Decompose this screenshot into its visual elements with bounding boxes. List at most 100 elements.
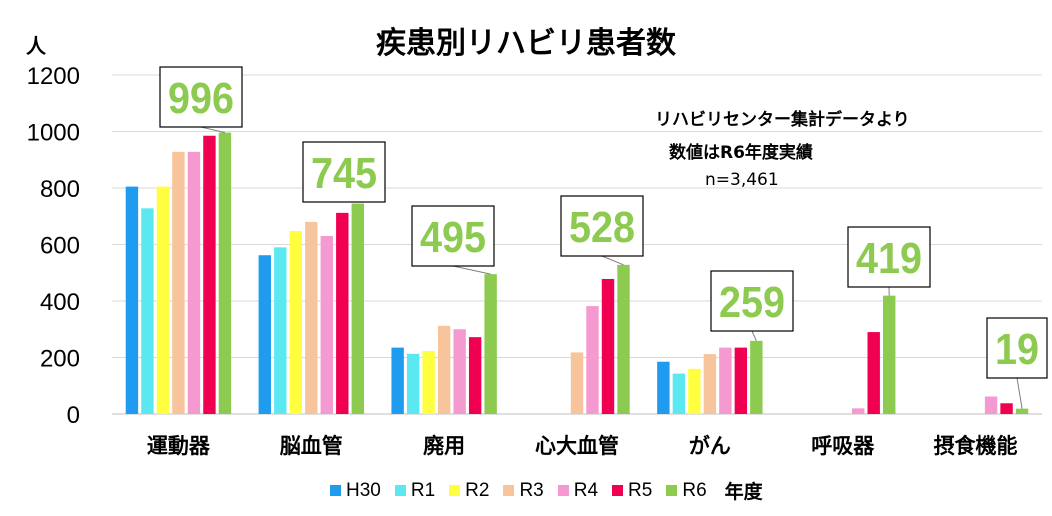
bar-R4-4	[719, 347, 732, 414]
callout-box	[159, 66, 243, 128]
legend-label: R3	[519, 479, 544, 501]
bar-H30-4	[657, 361, 670, 414]
legend-item: R3	[503, 479, 544, 502]
legend-item: R1	[394, 479, 436, 502]
callout-box	[986, 317, 1048, 379]
callout-leader	[452, 265, 491, 275]
callout-box	[560, 195, 644, 257]
bar-R5-2	[468, 337, 482, 414]
x-category-label: 運動器	[147, 434, 211, 458]
bar-R6-5	[883, 295, 896, 414]
bar-R4-2	[453, 329, 466, 414]
y-tick-label: 1000	[27, 120, 80, 147]
bar-R3-2	[437, 325, 451, 414]
bar-R1-2	[406, 353, 420, 414]
bar-R4-5	[852, 408, 865, 414]
legend-swatch	[557, 485, 569, 496]
annotation-n: n=3,461	[705, 170, 779, 190]
y-tick-label: 1200	[27, 63, 80, 90]
x-category-label: 心大血管	[535, 434, 619, 458]
bar-R5-4	[734, 347, 748, 414]
bar-R6-3	[617, 264, 630, 414]
callout-value: 419	[856, 234, 922, 283]
x-category-label: 廃用	[423, 434, 465, 458]
legend-swatch	[449, 485, 461, 496]
bar-R6-6	[1015, 408, 1029, 414]
bar-R2-1	[289, 230, 302, 414]
legend-label: R4	[573, 479, 599, 501]
legend-swatch	[612, 485, 624, 496]
bar-R5-3	[601, 278, 615, 414]
bar-R5-1	[336, 212, 349, 414]
bar-R5-5	[867, 332, 880, 414]
callout-value: 528	[569, 203, 635, 252]
x-category-label: 呼吸器	[811, 434, 875, 458]
legend-label: R5	[628, 479, 653, 501]
y-tick-label: 200	[40, 346, 80, 373]
callout-box	[847, 226, 931, 288]
bar-R6-2	[484, 274, 497, 414]
legend-swatch	[394, 485, 406, 496]
legend-label: R1	[410, 479, 436, 501]
callout-box	[411, 205, 495, 267]
bar-R1-4	[672, 373, 686, 414]
bar-R6-0	[218, 132, 232, 414]
bar-R1-0	[141, 208, 154, 414]
callout-leader	[200, 126, 226, 134]
callout-leader	[751, 330, 757, 342]
legend-suffix: 年度	[724, 481, 763, 503]
legend-item: R6	[666, 479, 707, 502]
bar-R5-6	[1000, 403, 1013, 414]
chart-title: 疾患別リハビリ患者数	[376, 26, 676, 61]
legend-item: H30	[330, 480, 381, 502]
bar-R4-0	[187, 151, 201, 414]
bar-R4-1	[320, 236, 333, 414]
bar-R2-2	[422, 351, 435, 414]
legend-item: R2	[449, 480, 489, 502]
y-tick-label: 0	[67, 402, 80, 429]
bar-R2-0	[156, 186, 170, 414]
bar-R3-1	[305, 221, 318, 414]
y-tick-label: 600	[40, 233, 80, 260]
bar-R3-3	[570, 352, 584, 414]
callout-box	[302, 141, 386, 203]
callout-value: 996	[168, 74, 234, 123]
bar-R5-0	[203, 135, 216, 415]
legend-label: R6	[682, 479, 707, 501]
legend-swatch	[330, 485, 341, 496]
callout-box	[710, 270, 794, 332]
bar-R3-4	[703, 354, 717, 414]
bar-H30-0	[125, 186, 139, 414]
bar-R1-1	[274, 247, 287, 414]
legend-swatch	[503, 485, 515, 496]
legend-item: R5	[612, 480, 652, 502]
annotation-source: リハビリセンター集計データより	[655, 110, 910, 130]
annotation-basis: 数値はR6年度実績	[669, 143, 813, 163]
bar-R3-0	[172, 151, 185, 414]
callout-value: 19	[995, 325, 1039, 374]
legend-swatch	[666, 485, 678, 496]
bar-R4-3	[586, 306, 599, 414]
bar-R4-6	[984, 396, 998, 414]
bar-R6-4	[750, 340, 763, 414]
x-category-label: 脳血管	[280, 434, 343, 458]
legend-item: R4	[557, 479, 599, 502]
callout-leader	[601, 255, 624, 266]
callout-value: 495	[420, 213, 486, 262]
x-category-label: 摂食機能	[934, 434, 1018, 458]
y-tick-label: 800	[40, 176, 80, 203]
bar-H30-2	[391, 347, 404, 414]
callout-leader	[1016, 377, 1023, 409]
legend: H30 R1 R2 R3 R4 R5 R6 年度	[330, 477, 763, 504]
bar-H30-1	[258, 255, 271, 414]
bar-R6-1	[351, 203, 364, 414]
y-axis-unit: 人	[26, 34, 46, 58]
y-tick-label: 400	[40, 289, 80, 316]
bar-R2-4	[688, 368, 701, 414]
callout-value: 745	[311, 149, 377, 198]
legend-label: R2	[465, 479, 490, 501]
legend-label: H30	[346, 479, 381, 501]
x-category-label: がん	[689, 434, 731, 458]
callout-value: 259	[719, 278, 785, 327]
